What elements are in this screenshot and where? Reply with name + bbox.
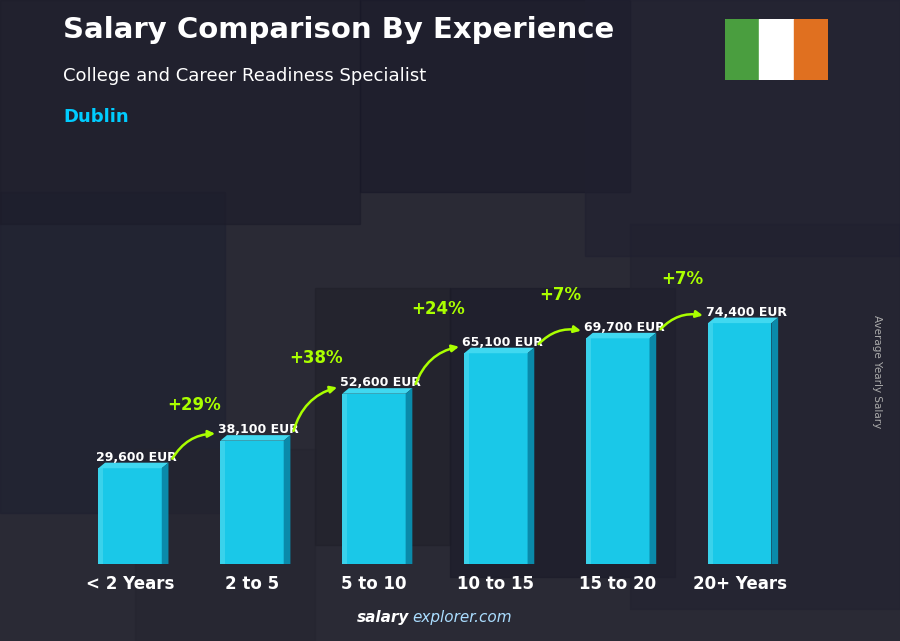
Polygon shape (586, 333, 656, 338)
Polygon shape (708, 317, 778, 323)
Polygon shape (771, 317, 778, 564)
Text: 29,600 EUR: 29,600 EUR (96, 451, 176, 463)
Text: Dublin: Dublin (63, 108, 129, 126)
Bar (759, 19, 794, 80)
Bar (135, 449, 315, 641)
Polygon shape (586, 338, 650, 564)
Text: 69,700 EUR: 69,700 EUR (584, 320, 664, 334)
Polygon shape (464, 353, 527, 564)
Polygon shape (342, 388, 412, 394)
Polygon shape (708, 323, 771, 564)
Polygon shape (98, 468, 104, 564)
Text: +7%: +7% (662, 271, 703, 288)
Polygon shape (527, 347, 535, 564)
Polygon shape (464, 347, 535, 353)
Bar (724, 19, 759, 80)
Bar (315, 288, 450, 545)
Text: Salary Comparison By Experience: Salary Comparison By Experience (63, 16, 614, 44)
Polygon shape (98, 463, 168, 468)
Text: salary: salary (357, 610, 410, 625)
Bar (630, 224, 900, 609)
Polygon shape (342, 394, 347, 564)
Polygon shape (650, 333, 656, 564)
Text: College and Career Readiness Specialist: College and Career Readiness Specialist (63, 67, 427, 85)
Text: +24%: +24% (411, 301, 465, 319)
Bar (0, 192, 225, 513)
Polygon shape (586, 338, 591, 564)
Polygon shape (342, 394, 406, 564)
Polygon shape (162, 463, 168, 564)
Bar (0, 0, 360, 224)
Polygon shape (284, 435, 291, 564)
Text: +38%: +38% (290, 349, 343, 367)
Text: 38,100 EUR: 38,100 EUR (218, 423, 299, 436)
Text: +29%: +29% (167, 395, 221, 413)
Text: 65,100 EUR: 65,100 EUR (462, 336, 543, 349)
Text: explorer.com: explorer.com (412, 610, 512, 625)
Polygon shape (406, 388, 412, 564)
Text: 74,400 EUR: 74,400 EUR (706, 306, 787, 319)
Bar (794, 19, 828, 80)
Polygon shape (220, 440, 225, 564)
Polygon shape (708, 323, 713, 564)
Text: +7%: +7% (539, 286, 581, 304)
Bar (360, 0, 630, 192)
Polygon shape (220, 435, 291, 440)
Text: 52,600 EUR: 52,600 EUR (340, 376, 420, 389)
Polygon shape (98, 468, 162, 564)
Text: Average Yearly Salary: Average Yearly Salary (872, 315, 883, 428)
Bar (450, 288, 675, 577)
Polygon shape (220, 440, 284, 564)
Bar (585, 0, 900, 256)
Polygon shape (464, 353, 469, 564)
